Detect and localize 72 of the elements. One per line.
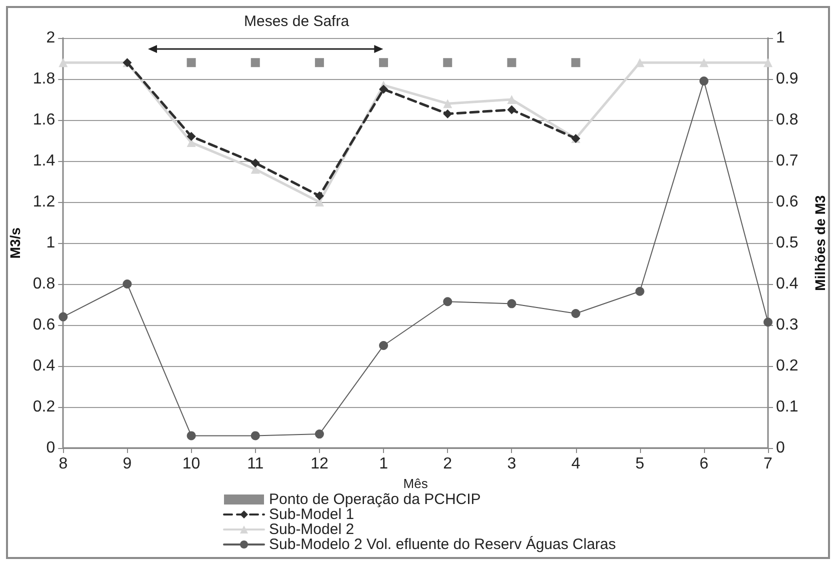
point: [186, 132, 196, 141]
x-tick-label: 8: [58, 456, 68, 472]
y2-tick-label: 1: [776, 30, 785, 46]
x-tick-label: 10: [182, 456, 200, 472]
point: [443, 99, 452, 108]
y-tick-label: 0.4: [32, 358, 56, 374]
point: [571, 58, 580, 68]
point: [58, 58, 68, 68]
point: [443, 109, 452, 118]
x-tick-label: 6: [699, 456, 708, 472]
point: [699, 58, 708, 68]
text: Meses de Safra: [244, 13, 350, 30]
x-tick-label: 12: [310, 456, 328, 472]
legend-label: Sub-Model 2: [269, 521, 354, 538]
point: [186, 431, 196, 440]
point: [443, 58, 452, 68]
y-tick-label: 1.2: [32, 194, 56, 210]
point: [699, 76, 708, 86]
x-tick-label: 7: [764, 456, 773, 472]
point: [58, 312, 68, 322]
y-tick-label: 2: [46, 30, 56, 46]
y-tick-label: 1: [46, 234, 56, 252]
y2-tick-label: 0.2: [776, 358, 798, 374]
point: [314, 58, 324, 68]
y-tick-label: 0.2: [32, 398, 56, 416]
x-tick-label: 9: [122, 456, 132, 472]
point: [379, 341, 388, 350]
point: [314, 191, 324, 200]
y2-axis-title: Milhões de M3: [812, 194, 828, 291]
point: [443, 297, 452, 306]
point: [314, 430, 324, 439]
x-tick-label: 3: [507, 456, 516, 472]
y-axis-title: M3/s: [7, 227, 23, 259]
legend-label: Sub-Modelo 2 Vol. efluente do Reserv Águas Claras: [269, 535, 616, 553]
point: [186, 58, 196, 68]
y-tick-label: 0.6: [32, 316, 56, 334]
point: [507, 58, 516, 68]
y2-tick-label: 0.7: [776, 152, 798, 170]
point: [250, 431, 260, 440]
point: [507, 299, 516, 308]
y-tick-label: 1.8: [32, 70, 56, 88]
y2-tick-label: 0.5: [776, 234, 798, 252]
x-tick-label: 11: [247, 456, 264, 472]
point: [507, 105, 516, 114]
point: [571, 309, 580, 318]
point: [122, 280, 132, 288]
point: [764, 58, 772, 68]
y2-tick-label: 0.9: [776, 70, 798, 88]
y2-tick-label: 0.4: [776, 276, 798, 292]
y2-tick-label: 0.6: [776, 194, 798, 210]
y-tick-label: 1.4: [32, 152, 56, 170]
legend-label: Ponto de Operação da PCHCIP: [269, 491, 481, 508]
y-tick-label: 1.6: [32, 112, 56, 128]
x-axis-title: Mês: [403, 476, 428, 491]
y2-tick-label: 0.1: [776, 398, 798, 416]
y-tick-label: 0: [46, 440, 56, 456]
y2-tick-label: 0: [776, 440, 785, 456]
x-tick-label: 1: [379, 456, 388, 472]
y2-tick-label: 0.3: [776, 316, 798, 334]
point: [250, 58, 260, 68]
point: [379, 84, 388, 94]
point: [635, 286, 644, 296]
point: [250, 158, 260, 168]
point: [764, 318, 772, 327]
point: [507, 95, 516, 104]
y-tick-label: 0.8: [32, 276, 56, 292]
y2-tick-label: 0.8: [776, 112, 798, 128]
x-tick-label: 5: [635, 456, 644, 472]
x-tick-label: 4: [571, 456, 580, 472]
legend-label: Sub-Model 1: [269, 506, 354, 523]
point: [379, 58, 388, 68]
x-tick-label: 2: [443, 456, 452, 472]
